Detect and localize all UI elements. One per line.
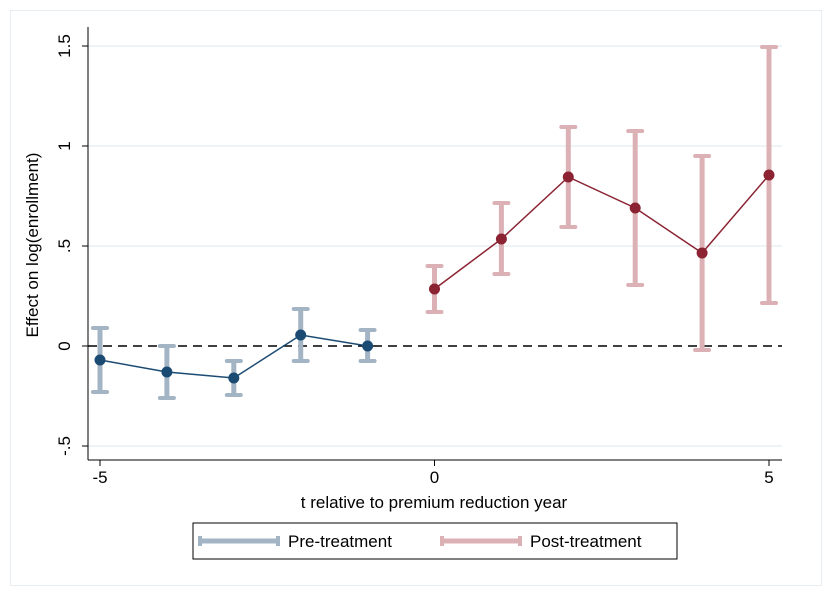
series-pre-treatment bbox=[91, 307, 377, 400]
x-tick-label: -5 bbox=[92, 468, 107, 487]
data-point bbox=[429, 283, 440, 295]
axes: -.5 0 .5 1 1.5 -5 0 5 bbox=[55, 27, 782, 487]
data-point bbox=[362, 340, 374, 352]
data-point bbox=[94, 354, 106, 366]
x-tick-label: 0 bbox=[430, 468, 439, 487]
y-axis-label: Effect on log(enrollment) bbox=[23, 153, 42, 338]
legend-label: Post-treatment bbox=[530, 532, 642, 551]
data-point bbox=[228, 372, 240, 384]
y-tick-label: 1 bbox=[55, 141, 74, 150]
y-tick-label: -.5 bbox=[55, 436, 74, 456]
legend: Pre-treatment Post-treatment bbox=[192, 522, 678, 560]
data-point bbox=[295, 329, 307, 341]
data-point bbox=[629, 202, 641, 214]
y-tick-label: 1.5 bbox=[55, 34, 74, 58]
series-marks bbox=[91, 45, 778, 400]
legend-item: Pre-treatment bbox=[198, 532, 392, 551]
series-post-treatment bbox=[425, 45, 778, 352]
legend-label: Pre-treatment bbox=[288, 532, 392, 551]
legend-item: Post-treatment bbox=[440, 532, 642, 551]
y-tick-label: .5 bbox=[55, 239, 74, 253]
data-point bbox=[763, 169, 775, 181]
x-axis-label: t relative to premium reduction year bbox=[301, 493, 568, 512]
grid bbox=[88, 45, 782, 447]
series-line bbox=[434, 174, 770, 290]
data-point bbox=[696, 247, 708, 259]
x-tick-label: 5 bbox=[764, 468, 773, 487]
data-point bbox=[161, 366, 173, 378]
data-point bbox=[495, 233, 507, 245]
data-point bbox=[562, 171, 574, 183]
y-tick-label: 0 bbox=[55, 341, 74, 350]
figure-frame bbox=[10, 10, 822, 586]
